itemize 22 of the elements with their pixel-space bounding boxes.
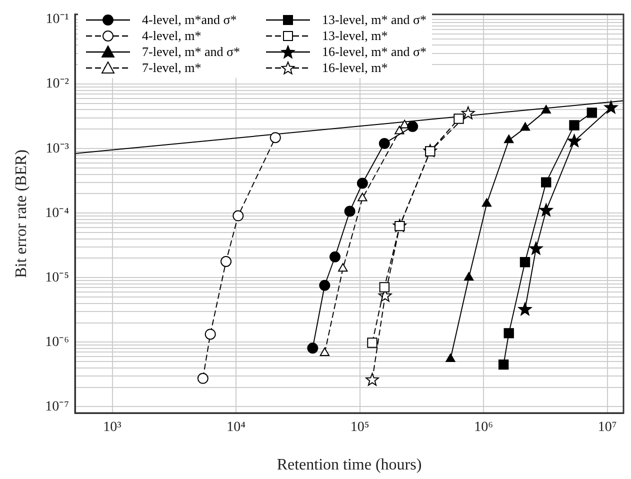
- legend-label: 4-level, m*: [142, 28, 202, 44]
- y-tick-label: 10⁻³: [46, 141, 69, 156]
- y-tick-label: 10⁻¹: [46, 12, 69, 28]
- legend-label: 7-level, m* and σ*: [142, 44, 240, 60]
- x-axis-title: Retention time (hours): [276, 456, 422, 474]
- legend-label: 13-level, m*: [322, 28, 388, 44]
- x-tick-label: 10⁵: [350, 420, 370, 436]
- legend-label: 16-level, m* and σ*: [322, 44, 426, 60]
- x-tick-label: 10⁷: [598, 420, 617, 436]
- y-tick-label: 10⁻²: [46, 76, 69, 92]
- y-tick-label: 10⁻⁶: [45, 334, 70, 350]
- y-tick-label: 10⁻⁷: [45, 399, 70, 414]
- x-tick-label: 10⁴: [226, 420, 246, 436]
- legend-label: 7-level, m*: [142, 60, 202, 76]
- y-axis-title: Bit error rate (BER): [12, 149, 30, 278]
- legend-label: 13-level, m* and σ*: [322, 12, 426, 28]
- x-tick-label: 10³: [103, 420, 122, 436]
- legend-label: 4-level, m*and σ*: [142, 12, 237, 28]
- legend-label: 16-level, m*: [322, 60, 388, 76]
- y-tick-label: 10⁻⁴: [45, 206, 70, 221]
- y-tick-label: 10⁻⁵: [45, 270, 70, 286]
- x-tick-label: 10⁶: [474, 420, 494, 436]
